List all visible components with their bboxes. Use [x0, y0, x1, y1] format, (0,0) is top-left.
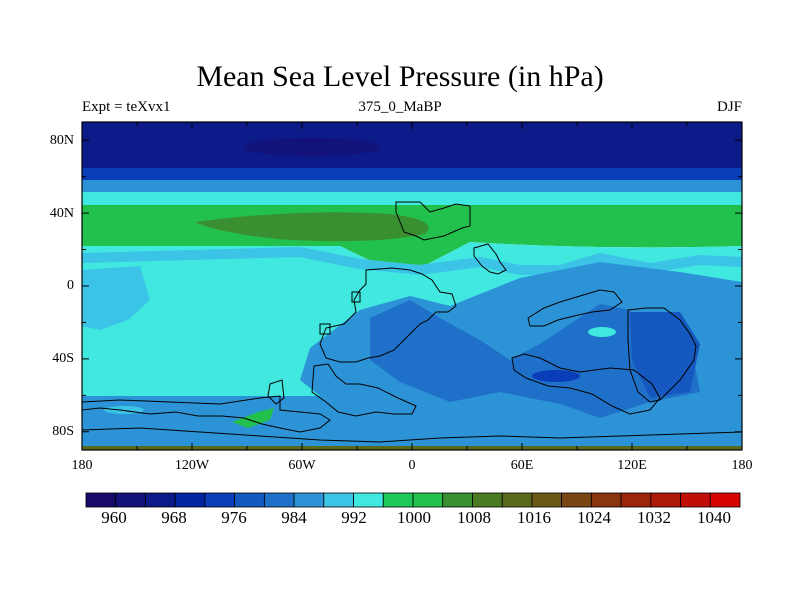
band-polar-low: [82, 122, 742, 170]
colorbar-swatch: [293, 492, 325, 508]
colorbar-swatch: [234, 492, 265, 508]
x-tick-60w: 60W: [288, 458, 316, 473]
region-high-island: [588, 327, 616, 337]
colorbar-swatch: [680, 492, 711, 508]
y-tick-80n: 80N: [49, 133, 74, 148]
colorbar-label-960: 960: [101, 508, 127, 527]
band-equatorial-trough: [82, 246, 742, 276]
y-tick-0: 0: [67, 278, 74, 293]
x-tick-60e: 60E: [510, 458, 534, 473]
colorbar-label-984: 984: [281, 508, 307, 527]
region-west-pacific-low: [82, 266, 150, 330]
colorbar-label-1040: 1040: [697, 508, 731, 527]
y-tick-40n: 40N: [49, 206, 74, 221]
colorbar-label-1000: 1000: [397, 508, 431, 527]
y-tick-40s: 40S: [52, 351, 74, 366]
colorbar-label-1032: 1032: [637, 508, 671, 527]
colorbar-swatch: [709, 492, 741, 508]
colorbar-swatch: [412, 492, 444, 508]
colorbar-swatch: [323, 492, 354, 508]
colorbar-swatch: [650, 492, 681, 508]
band-40n-edge: [82, 192, 742, 206]
colorbar-label-1024: 1024: [577, 508, 611, 527]
colorbar-label-992: 992: [341, 508, 367, 527]
colorbar-swatch: [620, 492, 652, 508]
band-midlat-north: [82, 180, 742, 194]
colorbar-label-1016: 1016: [517, 508, 551, 527]
x-tick-180w: 180: [71, 458, 93, 473]
x-tick-120w: 120W: [174, 458, 210, 473]
chart-title: Mean Sea Level Pressure (in hPa): [196, 60, 604, 93]
region-deep-low: [370, 300, 700, 418]
x-tick-180e: 180: [731, 458, 753, 473]
experiment-label: Expt = teXvx1: [82, 99, 171, 115]
colorbar-swatch: [531, 492, 563, 508]
colorbar-swatch: [472, 492, 503, 508]
colorbar-swatch: [353, 492, 384, 508]
colorbar-swatch: [85, 492, 117, 508]
colorbar-swatch: [115, 492, 146, 508]
colorbar-swatch: [442, 492, 473, 508]
band-subpolar: [82, 168, 742, 182]
colorbar-swatch: [501, 492, 533, 508]
time-period-label: 375_0_MaBP: [358, 99, 442, 115]
colorbar-label-968: 968: [161, 508, 187, 527]
x-tick-120e: 120E: [617, 458, 647, 473]
region-south-high: [232, 408, 274, 428]
colorbar-label-1008: 1008: [457, 508, 491, 527]
colorbar-swatch: [263, 492, 295, 508]
x-tick-0: 0: [408, 458, 416, 473]
colorbar-swatch: [561, 492, 592, 508]
region-arctic-low: [244, 138, 380, 156]
colorbar-swatch: [382, 492, 414, 508]
region-low-center: [532, 370, 580, 382]
season-label: DJF: [716, 99, 742, 115]
colorbar-swatch: [590, 492, 622, 508]
region-high-core: [195, 212, 429, 242]
coastlines: [82, 201, 742, 443]
colorbar-label-976: 976: [221, 508, 247, 527]
y-tick-80s: 80S: [52, 424, 74, 439]
colorbar-swatch: [174, 492, 206, 508]
colorbar-swatch: [204, 492, 236, 508]
colorbar-swatch: [145, 492, 176, 508]
axis-ticks: [81, 122, 743, 450]
